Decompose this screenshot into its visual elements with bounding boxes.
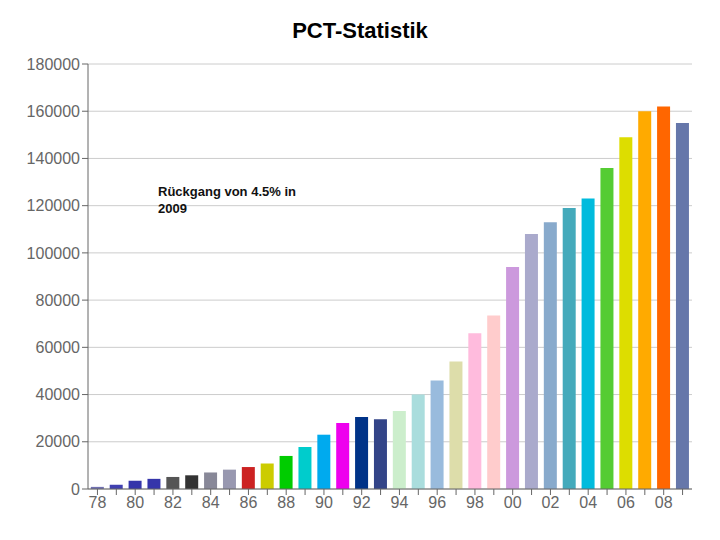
svg-text:00: 00	[504, 494, 522, 511]
svg-text:96: 96	[428, 494, 446, 511]
svg-text:80000: 80000	[36, 292, 81, 309]
svg-text:140000: 140000	[27, 150, 80, 167]
svg-text:02: 02	[542, 494, 560, 511]
svg-text:0: 0	[71, 481, 80, 498]
svg-text:180000: 180000	[27, 56, 80, 73]
svg-text:78: 78	[89, 494, 107, 511]
svg-text:88: 88	[277, 494, 295, 511]
svg-text:04: 04	[579, 494, 597, 511]
svg-text:40000: 40000	[36, 386, 81, 403]
html-text:2009: 2009	[158, 200, 187, 216]
html-text:PCT-Statistik: PCT-Statistik	[292, 18, 428, 43]
svg-text:84: 84	[202, 494, 220, 511]
svg-text:06: 06	[617, 494, 635, 511]
svg-text:60000: 60000	[36, 339, 81, 356]
svg-text:82: 82	[164, 494, 182, 511]
svg-text:98: 98	[466, 494, 484, 511]
svg-text:100000: 100000	[27, 245, 80, 262]
svg-text:80: 80	[126, 494, 144, 511]
svg-text:20000: 20000	[36, 433, 81, 450]
html-text:Rückgang von 4.5% in: Rückgang von 4.5% in	[158, 184, 296, 199]
svg-text:92: 92	[353, 494, 371, 511]
svg-text:120000: 120000	[27, 197, 80, 214]
svg-text:90: 90	[315, 494, 333, 511]
svg-text:94: 94	[391, 494, 409, 511]
svg-text:160000: 160000	[27, 103, 80, 120]
svg-text:86: 86	[240, 494, 258, 511]
svg-text:08: 08	[655, 494, 673, 511]
